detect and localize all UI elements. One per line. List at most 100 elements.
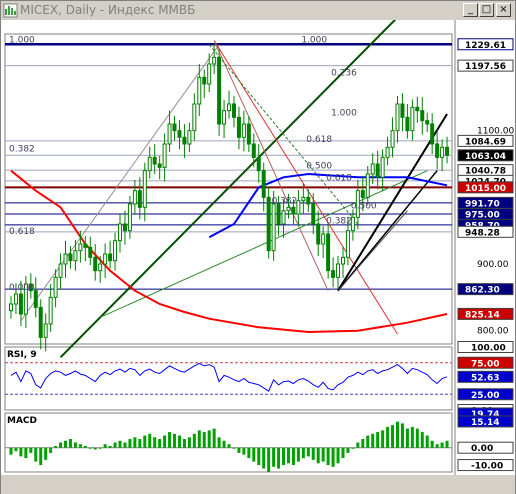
price-tick-label: 800.00: [477, 327, 509, 337]
candle-body: [385, 146, 390, 158]
candle-body: [365, 173, 370, 198]
macd-histogram-bar: [361, 439, 365, 448]
candle-body: [103, 253, 108, 265]
price-candle: [420, 97, 425, 135]
candle-body: [58, 263, 63, 278]
macd-histogram-bar: [445, 440, 449, 448]
fibonacci-label: 0.618: [306, 135, 332, 145]
uptrend-line-2: [337, 170, 438, 292]
candle-body: [217, 56, 222, 125]
price-candle: [425, 112, 430, 132]
close-button[interactable]: ×: [496, 3, 511, 17]
macd-histogram-bar: [212, 428, 216, 448]
price-candle: [118, 213, 123, 253]
candle-body: [63, 253, 68, 265]
price-badge-label: 1040.78: [465, 167, 506, 177]
price-badge-box: [457, 181, 514, 194]
price-badge-box: [457, 149, 514, 162]
price-candle: [43, 313, 48, 352]
price-badge: 1084.69: [457, 134, 514, 147]
fan-red-line: [213, 40, 398, 335]
macd-histogram-bar: [336, 447, 340, 464]
macd-histogram-bar: [158, 439, 162, 448]
minimize-button[interactable]: _: [463, 3, 478, 17]
candle-body: [33, 290, 38, 308]
candle-body: [375, 163, 380, 178]
price-panel: 1.000 1.000 0.236 1.000 0.618 0.382 0.500 0.618…: [5, 20, 452, 359]
price-candle: [236, 106, 241, 150]
price-candle: [113, 232, 118, 271]
fan-gray-line: [213, 40, 329, 291]
macd-histogram-bar: [311, 447, 315, 460]
macd-histogram-bar: [9, 447, 13, 455]
candle-body: [98, 263, 103, 272]
fibonacci-label: 0.000: [9, 283, 35, 293]
price-badge-label: 1197.56: [465, 62, 506, 72]
candle-body: [306, 196, 311, 205]
price-badge: 825.14: [457, 307, 514, 320]
title-bar[interactable]: MICEX, Daily - Индекс ММВБ _ □ ×: [1, 1, 515, 21]
candle-body: [172, 123, 177, 132]
candle-body: [177, 130, 182, 138]
price-badge-label: 862.30: [465, 286, 500, 296]
macd-badge-box: [457, 441, 514, 454]
price-candle: [266, 186, 271, 259]
chart-area[interactable]: 1.000 1.000 0.236 1.000 0.618 0.382 0.500 0.618…: [1, 20, 515, 494]
candle-body: [83, 243, 88, 248]
price-candle: [435, 130, 440, 170]
macd-histogram-bar: [400, 423, 404, 448]
macd-histogram-bar: [237, 447, 241, 453]
macd-histogram-bar: [187, 437, 191, 448]
candle-body: [266, 196, 271, 252]
price-candle: [261, 162, 266, 212]
candle-body: [43, 323, 48, 338]
macd-histogram-bar: [73, 442, 77, 448]
macd-histogram-bar: [168, 432, 172, 448]
macd-histogram-bar: [197, 430, 201, 448]
candle-body: [415, 106, 420, 112]
candle-body: [271, 203, 276, 252]
price-candle: [321, 226, 326, 258]
candle-body: [246, 123, 251, 145]
price-candle: [222, 100, 227, 138]
macd-histogram-bar: [64, 440, 68, 448]
price-badge: 1015.00: [457, 181, 514, 194]
candle-body: [261, 170, 266, 198]
price-candle: [177, 120, 182, 150]
macd-histogram-bar: [103, 444, 107, 448]
candle-body: [127, 203, 132, 232]
price-tick-label: 900.00: [477, 260, 509, 270]
maximize-button[interactable]: □: [479, 3, 494, 17]
candle-body: [157, 163, 162, 168]
candle-body: [321, 233, 326, 245]
macd-histogram-bar: [118, 440, 122, 448]
price-badge: 1040.78: [457, 164, 514, 177]
price-badge: 862.30: [457, 283, 514, 296]
macd-histogram-bar: [232, 447, 236, 449]
price-badge-label: 975.00: [465, 211, 500, 221]
macd-histogram-bar: [202, 432, 206, 448]
macd-histogram-bar: [346, 447, 350, 453]
macd-histogram-bar: [113, 442, 117, 448]
price-candle: [345, 217, 350, 266]
candle-body: [137, 190, 142, 208]
price-candle: [93, 244, 98, 281]
candle-body: [370, 163, 375, 175]
macd-badge-box: [457, 459, 514, 472]
rsi-badge: 25.00: [457, 388, 514, 401]
price-candle: [380, 149, 385, 192]
price-candle: [360, 177, 365, 212]
price-candle: [301, 184, 306, 215]
candle-body: [355, 190, 360, 218]
candle-body: [197, 76, 202, 105]
price-candle: [256, 144, 261, 183]
candle-body: [251, 143, 256, 158]
price-candle: [132, 180, 137, 214]
macd-histogram-bar: [78, 444, 82, 448]
rsi-panel: RSI, 9: [5, 350, 452, 395]
macd-histogram-bar: [405, 428, 409, 448]
candle-body: [395, 103, 400, 132]
candle-body: [286, 206, 291, 212]
macd-histogram-bar: [39, 447, 43, 466]
candle-body: [53, 276, 58, 298]
